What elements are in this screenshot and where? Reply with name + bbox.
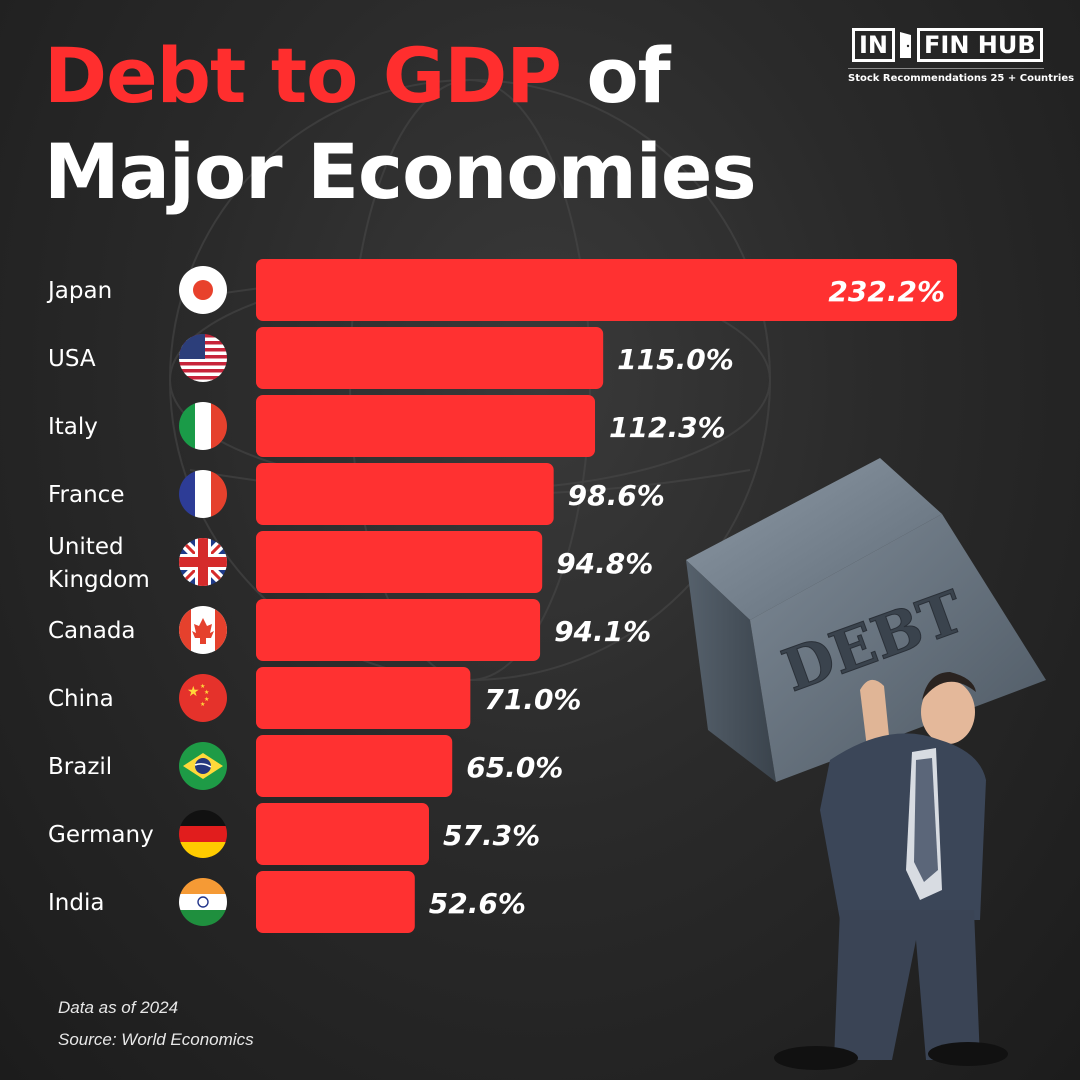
bar-row: Brazil 65.0% bbox=[48, 735, 563, 797]
bar bbox=[256, 395, 596, 457]
bar bbox=[256, 871, 415, 933]
category-label: Italy bbox=[48, 414, 98, 440]
category-label-line: Kingdom bbox=[48, 567, 150, 593]
svg-text:★: ★ bbox=[204, 689, 209, 696]
page-title: Debt to GDP of Major Economies bbox=[44, 28, 757, 220]
value-label: 57.3% bbox=[443, 819, 540, 852]
brazil-flag-icon bbox=[179, 742, 227, 790]
bar-row: China ★ ★★★★ 71.0% bbox=[48, 667, 581, 729]
bar-row: Germany 57.3% bbox=[48, 803, 540, 865]
category-label-line: Brazil bbox=[48, 754, 112, 780]
category-label-line: United bbox=[48, 534, 124, 560]
logo-divider bbox=[848, 68, 1044, 69]
svg-text:★: ★ bbox=[204, 696, 209, 703]
bar-row: India 52.6% bbox=[48, 871, 526, 933]
category-label: Brazil bbox=[48, 754, 112, 780]
bar bbox=[256, 327, 604, 389]
bar bbox=[256, 463, 554, 525]
germany-flag-icon bbox=[179, 810, 227, 858]
value-label: 94.8% bbox=[556, 547, 653, 580]
category-label-line: USA bbox=[48, 346, 96, 372]
value-label: 94.1% bbox=[554, 615, 651, 648]
value-label: 52.6% bbox=[429, 887, 526, 920]
logo-left-text: IN bbox=[852, 28, 896, 62]
category-label: Canada bbox=[48, 618, 136, 644]
bar bbox=[256, 803, 429, 865]
category-label: Japan bbox=[46, 278, 112, 304]
bar bbox=[256, 259, 957, 321]
category-label: France bbox=[48, 482, 124, 508]
category-label-line: China bbox=[48, 686, 114, 712]
logo-right-text: FIN HUB bbox=[917, 28, 1043, 62]
france-flag-icon bbox=[179, 470, 227, 518]
title-line2: Major Economies bbox=[44, 127, 757, 216]
bar bbox=[256, 735, 453, 797]
door-icon bbox=[899, 30, 913, 60]
data-date-note: Data as of 2024 bbox=[58, 998, 179, 1017]
category-label-line: Italy bbox=[48, 414, 98, 440]
bar bbox=[256, 531, 543, 593]
bar-row: Italy 112.3% bbox=[48, 395, 726, 457]
category-label: India bbox=[48, 890, 104, 916]
italy-flag-icon bbox=[179, 402, 227, 450]
logo-tagline: Stock Recommendations 25 + Countries bbox=[848, 73, 1075, 84]
businessman bbox=[774, 672, 1008, 1070]
japan-flag-icon bbox=[179, 266, 227, 314]
uk-flag-icon bbox=[179, 538, 227, 586]
category-label-line: Germany bbox=[48, 822, 154, 848]
canada-flag-icon bbox=[179, 606, 227, 654]
bar bbox=[256, 667, 471, 729]
debt-block-illustration: DEBT bbox=[686, 458, 1046, 1070]
category-label: China bbox=[48, 686, 114, 712]
bar-row: France 98.6% bbox=[48, 463, 665, 525]
bar-row: Japan 232.2% bbox=[46, 259, 957, 321]
chart-footnote: Data as of 2024 Source: World Economics bbox=[58, 992, 254, 1056]
category-label-line: India bbox=[48, 890, 104, 916]
source-note: Source: World Economics bbox=[58, 1030, 254, 1049]
china-flag-icon: ★ ★★★★ bbox=[179, 674, 227, 722]
category-label: USA bbox=[48, 346, 96, 372]
bar-row: Canada 94.1% bbox=[48, 599, 651, 661]
value-label: 112.3% bbox=[609, 411, 726, 444]
bar-row: United Kingdom 94.8% bbox=[48, 531, 653, 593]
title-suffix: of bbox=[561, 31, 670, 120]
category-label: United Kingdom bbox=[48, 534, 150, 593]
value-label: 71.0% bbox=[484, 683, 581, 716]
value-label: 98.6% bbox=[568, 479, 665, 512]
brand-logo: IN FIN HUB Stock Recommendations 25 + Co… bbox=[848, 28, 1075, 104]
svg-text:★: ★ bbox=[200, 683, 205, 690]
value-label: 115.0% bbox=[617, 343, 734, 376]
category-label-line: Canada bbox=[48, 618, 136, 644]
bar bbox=[256, 599, 541, 661]
usa-flag-icon bbox=[179, 334, 227, 382]
category-label-line: France bbox=[48, 482, 124, 508]
value-label: 232.2% bbox=[828, 275, 945, 308]
svg-text:★: ★ bbox=[200, 701, 205, 708]
bar-row: USA 115.0% bbox=[48, 327, 734, 389]
category-label: Germany bbox=[48, 822, 154, 848]
india-flag-icon bbox=[179, 878, 227, 926]
category-label-line: Japan bbox=[46, 278, 112, 304]
value-label: 65.0% bbox=[466, 751, 563, 784]
title-highlight: Debt to GDP bbox=[44, 31, 562, 120]
svg-text:★: ★ bbox=[187, 683, 200, 699]
